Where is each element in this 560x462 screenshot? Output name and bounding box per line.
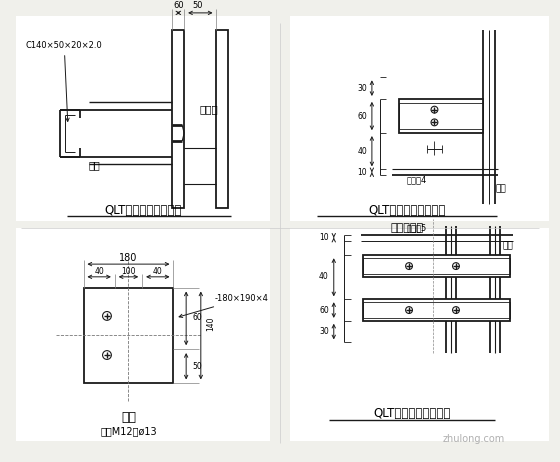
Text: 钢柱: 钢柱	[503, 241, 514, 250]
Bar	[363, 302, 510, 318]
Bar	[290, 16, 549, 221]
Bar	[399, 103, 483, 129]
Text: 梁托: 梁托	[88, 160, 100, 170]
Text: 螺栓M12孔ø13: 螺栓M12孔ø13	[100, 426, 157, 436]
Bar	[83, 287, 174, 383]
Text: QLT与钢架柱腹板连接: QLT与钢架柱腹板连接	[368, 204, 446, 217]
Bar	[399, 99, 483, 133]
Text: C140×50×20×2.0: C140×50×20×2.0	[26, 41, 102, 122]
Text: 40: 40	[357, 147, 367, 156]
Text: 40: 40	[94, 267, 104, 276]
Text: 60: 60	[192, 313, 202, 322]
Text: 钢架柱: 钢架柱	[199, 103, 218, 114]
Text: 10: 10	[319, 233, 329, 242]
Text: 10: 10	[357, 168, 367, 177]
Text: 60: 60	[357, 112, 367, 121]
Text: 180: 180	[119, 253, 138, 263]
Text: 梁托: 梁托	[121, 411, 136, 424]
Text: 30: 30	[357, 84, 367, 93]
Text: 檩托板4: 檩托板4	[407, 176, 427, 184]
Text: 檩托板5: 檩托板5	[407, 224, 427, 232]
Text: -180×190×4: -180×190×4	[179, 294, 268, 317]
Bar	[16, 228, 270, 441]
Text: 钢柱: 钢柱	[495, 184, 506, 193]
Text: zhulong.com: zhulong.com	[442, 434, 505, 444]
Text: 100: 100	[121, 267, 136, 276]
Text: QLT与钢架柱腹板连接: QLT与钢架柱腹板连接	[374, 407, 451, 420]
Bar	[363, 299, 510, 321]
Text: 60: 60	[173, 0, 184, 10]
Text: 140: 140	[206, 316, 215, 331]
Text: 40: 40	[153, 267, 162, 276]
Text: 30: 30	[319, 327, 329, 336]
Bar	[363, 255, 510, 277]
Bar	[16, 16, 270, 221]
Bar	[172, 30, 184, 208]
Text: QLT与钢架柱翼缘连接: QLT与钢架柱翼缘连接	[105, 204, 182, 217]
Bar	[290, 228, 549, 441]
Text: 50: 50	[192, 362, 202, 371]
Bar	[217, 30, 228, 208]
Text: 40: 40	[319, 272, 329, 281]
Text: 60: 60	[319, 305, 329, 315]
Bar	[363, 258, 510, 274]
Text: 50: 50	[193, 0, 203, 10]
Text: （转角处）: （转角处）	[390, 223, 424, 233]
